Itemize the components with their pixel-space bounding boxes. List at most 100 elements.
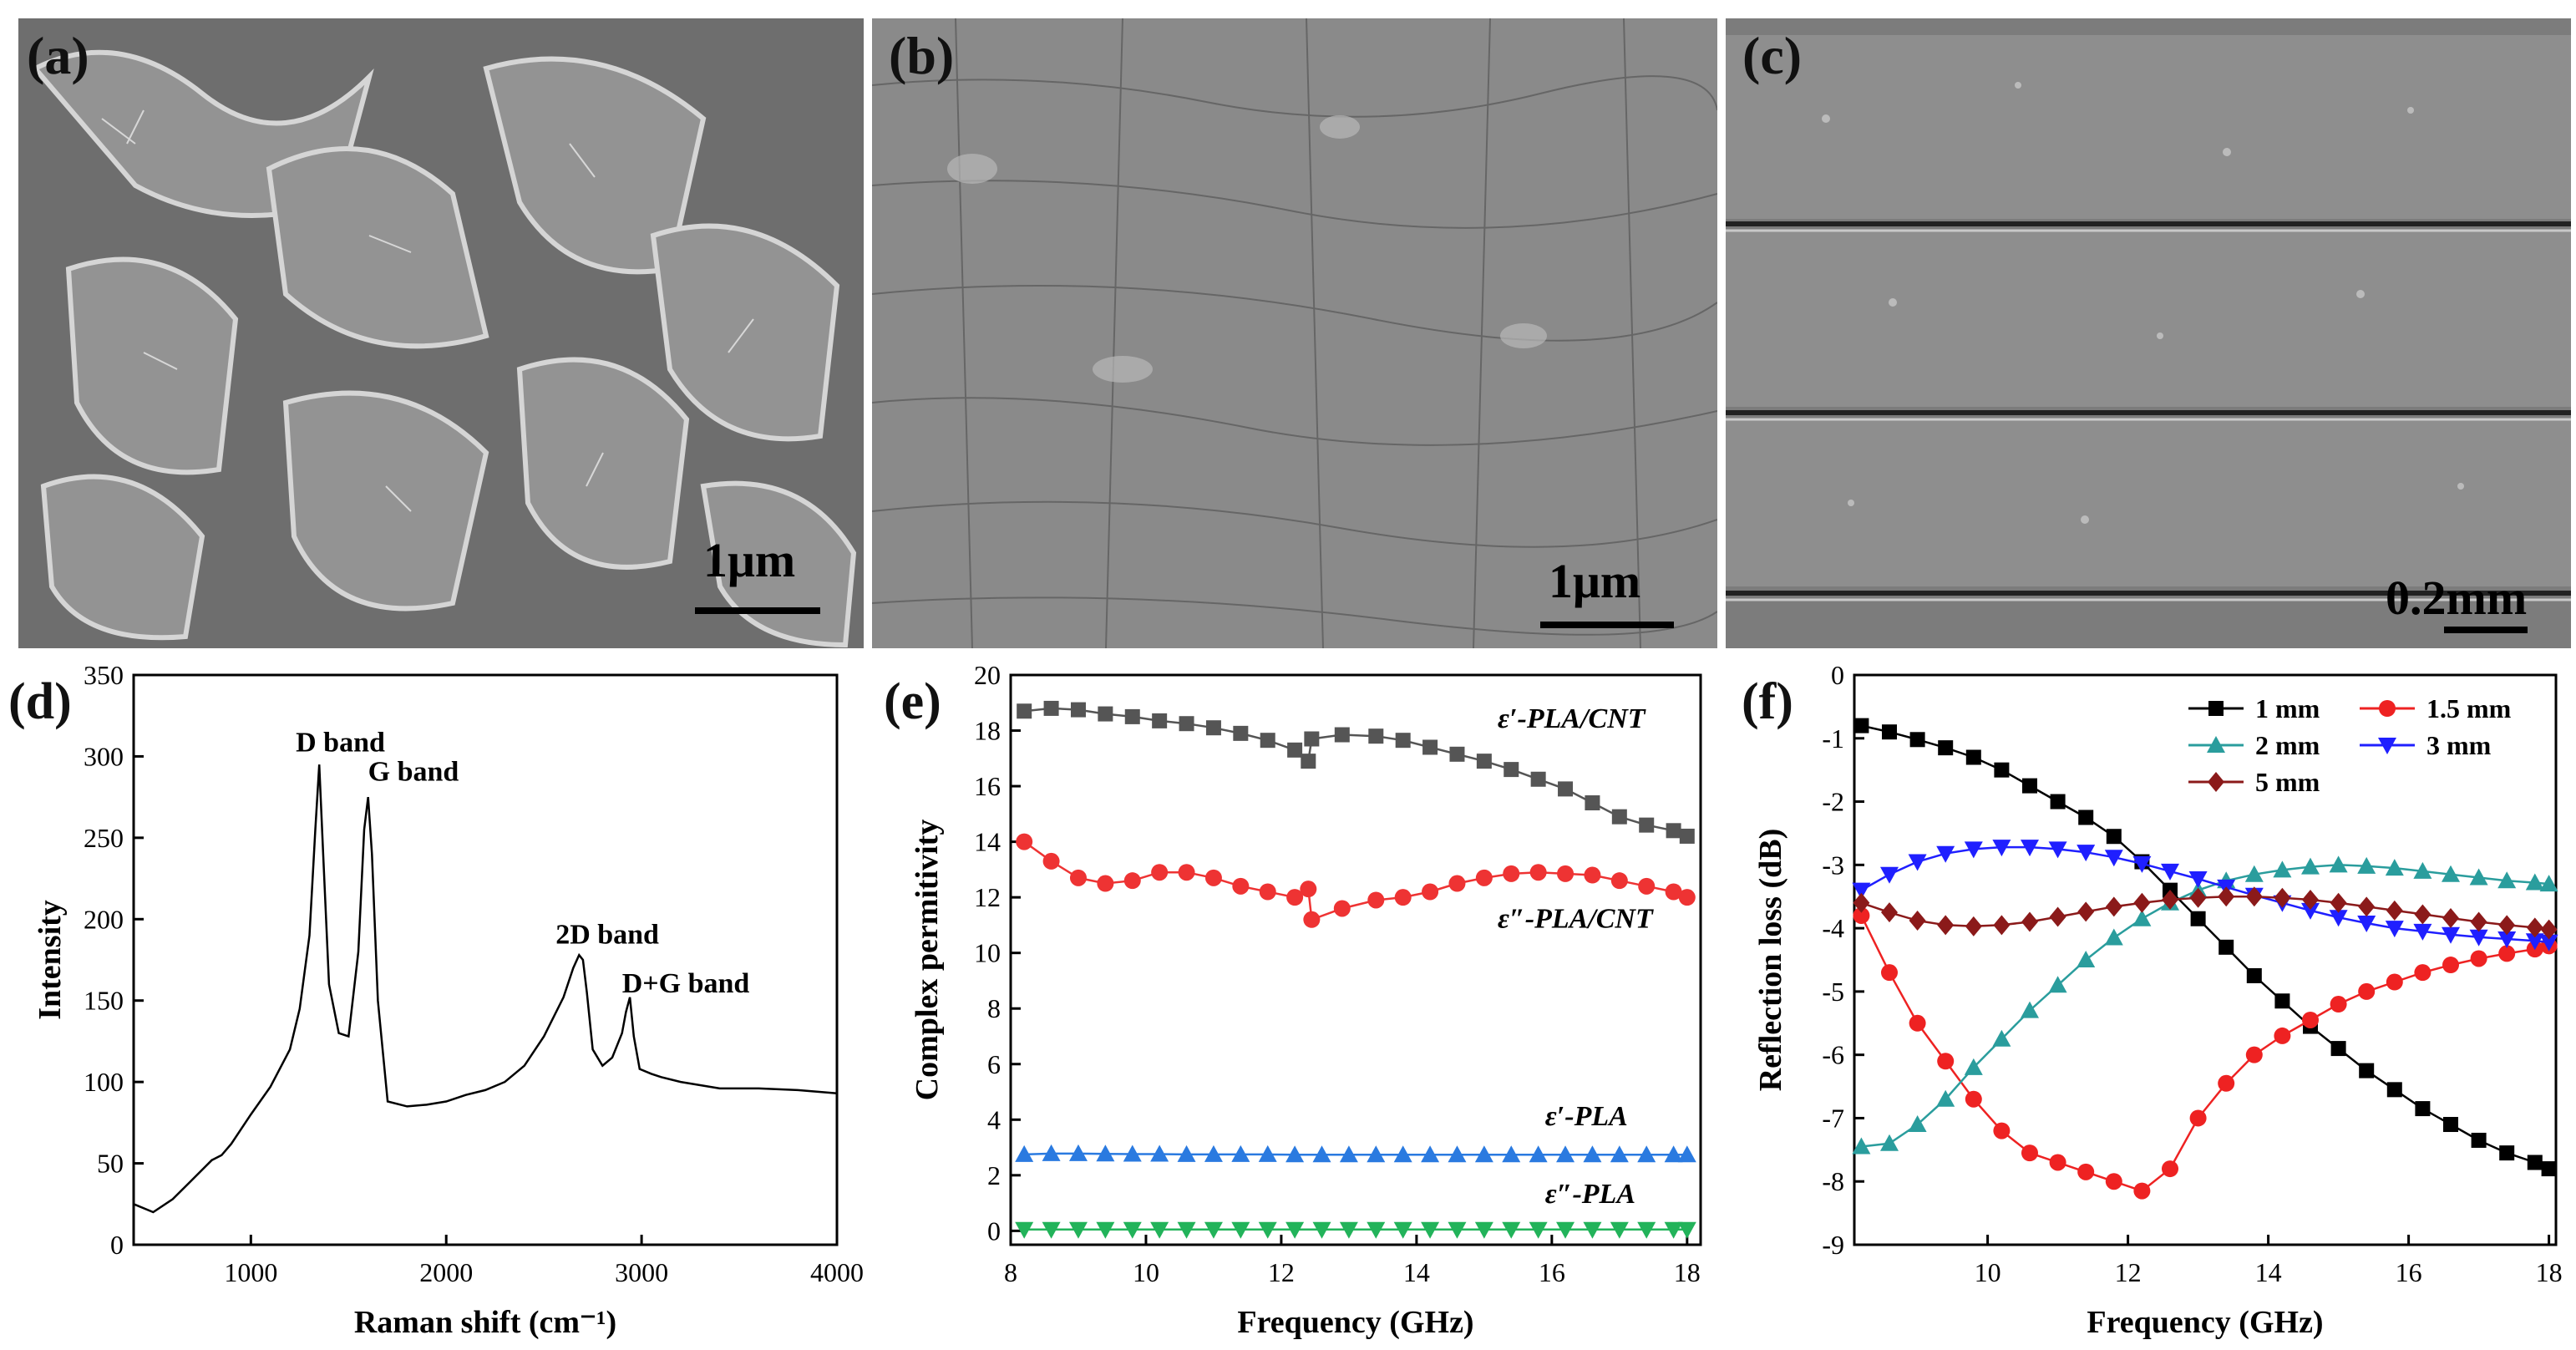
chart-d-ytick-label: 0 [110, 1230, 124, 1260]
chart-d-ytick-label: 200 [84, 904, 124, 934]
chart-e-ylabel: Complex permitivity [910, 820, 945, 1101]
chart-e-data-point [1474, 1145, 1493, 1163]
chart-f-series-2 [1852, 855, 2558, 1155]
chart-e-data-point [1096, 1144, 1115, 1162]
chart-e-data-point [1151, 864, 1169, 881]
chart-e-data-point [1096, 1221, 1115, 1239]
chart-f-data-point [2442, 907, 2459, 928]
chart-f-data-point [2415, 1101, 2431, 1117]
chart-f-data-point [2246, 967, 2262, 983]
chart-f-data-point [2414, 904, 2431, 925]
chart-f-ytick-label: -2 [1822, 787, 1844, 817]
chart-f-xtick-label: 10 [1975, 1257, 2001, 1287]
chart-e-data-point [1367, 1221, 1386, 1239]
chart-f-data-point [1880, 1134, 1899, 1151]
chart-f-data-point [2469, 868, 2488, 886]
chart-f-ytick-label: -5 [1822, 977, 1844, 1007]
chart-d-annotation: D+G band [622, 968, 750, 999]
chart-f-data-point [2470, 911, 2487, 932]
chart-e-data-point [1393, 1221, 1412, 1239]
chart-f-series-line [1861, 724, 2550, 1170]
chart-f-data-point [2386, 973, 2403, 991]
chart-e-ytick-label: 16 [974, 771, 1001, 801]
chart-f-data-point [2471, 1132, 2487, 1148]
chart-e-data-point [1637, 1221, 1656, 1239]
chart-e-data-point [1529, 1221, 1548, 1239]
chart-e-data-point [1286, 889, 1304, 906]
chart-f-data-point [2245, 1046, 2263, 1063]
chart-e-annotation: ε′-PLA/CNT [1498, 703, 1646, 734]
chart-e-data-point [1611, 809, 1627, 825]
chart-e-data-point [1556, 1145, 1575, 1163]
chart-e-ytick-label: 20 [974, 660, 1001, 690]
chart-e-series-1 [1016, 833, 1696, 928]
chart-f-data-point [2050, 794, 2066, 809]
chart-e-data-point [1303, 911, 1321, 928]
chart-f-data-point [2539, 875, 2558, 892]
chart-e-xtick-label: 12 [1268, 1257, 1295, 1287]
chart-f-data-point [1908, 854, 1927, 871]
chart-f-data-point [2133, 892, 2151, 913]
chart-f-data-point [1994, 762, 2010, 778]
chart-f-data-point [2302, 1011, 2319, 1028]
chart-f-data-point [2497, 871, 2517, 889]
chart-f-series-line [1861, 864, 2549, 1148]
panel-label-f: (f) [1742, 673, 1793, 730]
chart-f-data-point [1965, 916, 1982, 936]
chart-f-legend-marker [2208, 772, 2224, 792]
chart-d-frame [132, 673, 839, 1246]
chart-f-series-line [1860, 915, 2549, 1193]
chart-f-series-3 [1852, 840, 2558, 952]
chart-f-data-point [1853, 718, 1869, 733]
chart-e-data-point [1664, 1221, 1683, 1239]
chart-e-data-point [1339, 1145, 1358, 1163]
chart-f-data-point [1852, 882, 1871, 900]
chart-e-data-point [1421, 1221, 1440, 1239]
chart-f-data-point [2499, 1145, 2515, 1161]
chart-e-data-point [1304, 731, 1320, 747]
panel-label-d: (d) [8, 673, 72, 730]
chart-f-data-point [2022, 778, 2037, 794]
chart-f-data-point [2189, 887, 2207, 908]
chart-e-data-point [1043, 700, 1059, 716]
chart-e-data-point [1124, 708, 1140, 724]
chart-e-data-point [1677, 1145, 1696, 1163]
chart-e-svg: 8 10 12 14 16 18 0 2 4 6 8 10 12 14 16 18 20 Frequency (G… [884, 660, 1702, 1340]
chart-f-data-point [2385, 859, 2404, 876]
chart-f-svg: 10 12 14 16 18 0 -1 -2 -3 -4 -5 -6 -7 -8 -9 Frequency (… [1742, 660, 2563, 1340]
chart-f-data-point [2049, 1154, 2066, 1171]
chart-e-data-point [1177, 1221, 1196, 1239]
chart-f-data-point [1993, 915, 2011, 936]
chart-f-data-point [1881, 902, 1898, 923]
chart-e-data-point [1529, 864, 1547, 881]
chart-f-data-point [2442, 865, 2460, 882]
chart-e-data-point [1475, 869, 1493, 886]
chart-e-data-point [1474, 1221, 1493, 1239]
chart-f-data-point [2049, 906, 2066, 927]
chart-d-xtick-label: 4000 [810, 1257, 864, 1287]
chart-e-data-point [1639, 817, 1655, 833]
chart-f-data-point [1853, 892, 1870, 913]
chart-e-data-point [1285, 1145, 1305, 1163]
chart-e-data-point [1231, 1144, 1250, 1162]
chart-f-ytick-label: 0 [1831, 660, 1844, 690]
chart-f-data-point [1936, 1089, 1955, 1107]
chart-f-xlabel: Frequency (GHz) [2087, 1305, 2323, 1340]
chart-e-ytick-label: 0 [987, 1216, 1001, 1246]
chart-f-data-point [1880, 866, 1899, 884]
chart-e-data-point [1016, 833, 1033, 850]
chart-f-data-point [1909, 1014, 1926, 1032]
chart-f-data-point [2358, 982, 2376, 1000]
chart-d-ytick-label: 150 [84, 986, 124, 1016]
chart-d-raman: 1000 2000 3000 4000 0 50 100 150 200 250 300 350 Ram… [0, 660, 864, 1350]
chart-f-data-point [2525, 933, 2544, 951]
chart-e-data-point [1665, 883, 1682, 901]
chart-f-data-point [2442, 957, 2459, 974]
chart-f-data-point [2048, 976, 2067, 993]
chart-f-data-point [2133, 1182, 2151, 1200]
chart-f-data-point [1964, 1058, 1983, 1075]
chart-e-data-point [1232, 877, 1250, 895]
scale-bar-label-b: 1μm [1549, 554, 1641, 608]
chart-f-data-point [2218, 886, 2235, 907]
chart-f-data-point [2330, 892, 2347, 913]
